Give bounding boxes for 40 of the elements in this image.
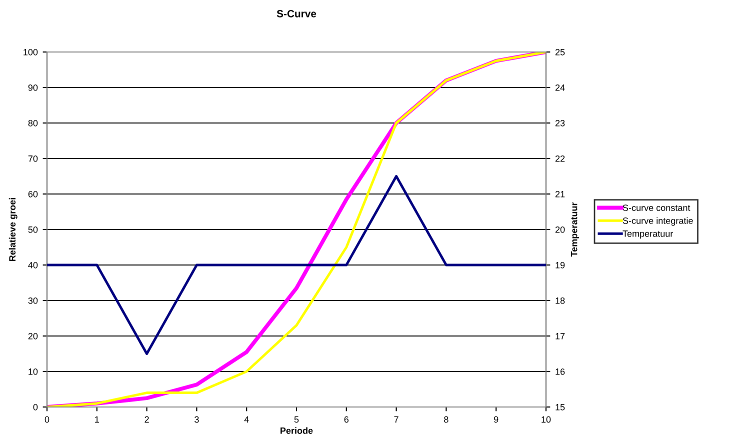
- y2-tick-label: 25: [555, 48, 565, 56]
- y2-tick-label: 24: [555, 84, 565, 91]
- x-tick-label: 1: [95, 416, 99, 423]
- y2-tick-label: 23: [555, 120, 565, 126]
- y2-axis-title: Temperatuur: [570, 202, 580, 257]
- y-tick-label: 30: [28, 297, 38, 304]
- x-tick-label: 10: [542, 416, 551, 423]
- y-tick-label: 60: [28, 190, 38, 198]
- y-tick-label: 20: [28, 332, 38, 340]
- y-tick-label: 80: [28, 120, 38, 126]
- x-tick-label: 5: [294, 416, 299, 423]
- chart-title: S-Curve: [276, 10, 316, 18]
- x-tick-label: 4: [244, 416, 249, 423]
- x-tick-label: 7: [394, 416, 398, 423]
- y-tick-label: 40: [28, 262, 38, 268]
- legend-label: Temperatuur: [622, 230, 674, 239]
- y2-tick-label: 19: [556, 262, 565, 268]
- x-tick-label: 2: [144, 416, 149, 423]
- y2-tick-label: 18: [556, 297, 565, 304]
- x-tick-label: 0: [44, 416, 50, 423]
- y-tick-label: 100: [24, 48, 38, 56]
- legend-label: S-curve integratie: [622, 217, 693, 226]
- y-tick-label: 50: [28, 226, 38, 233]
- x-tick-label: 8: [444, 416, 448, 423]
- y-axis-title: Relatieve groei: [8, 198, 18, 262]
- y2-tick-label: 16: [556, 368, 565, 375]
- x-tick-label: 9: [494, 416, 498, 423]
- y-tick-label: 70: [28, 155, 38, 162]
- y2-tick-label: 20: [555, 226, 565, 233]
- y2-tick-label: 15: [556, 404, 565, 410]
- y2-tick-label: 21: [555, 190, 565, 198]
- x-tick-label: 3: [194, 416, 199, 423]
- y2-tick-label: 17: [556, 333, 565, 340]
- x-axis-title: Periode: [280, 427, 313, 434]
- x-tick-label: 6: [344, 416, 349, 423]
- y-tick-label: 90: [28, 84, 38, 91]
- legend-label: S-curve constant: [622, 204, 690, 211]
- y-tick-label: 10: [28, 368, 38, 375]
- y-tick-label: 0: [33, 404, 38, 410]
- y2-tick-label: 22: [555, 155, 565, 162]
